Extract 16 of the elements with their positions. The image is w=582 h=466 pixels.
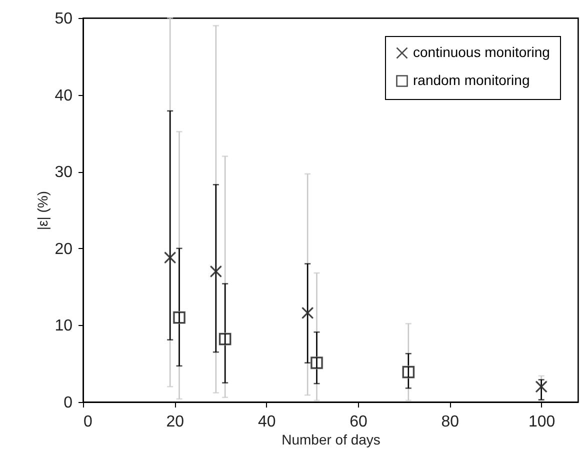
y-tick-label: 0 xyxy=(64,394,73,412)
y-tick-label: 20 xyxy=(54,240,73,258)
legend-label: continuous monitoring xyxy=(413,44,550,60)
x-tick-label: 0 xyxy=(84,414,92,430)
legend-label: random monitoring xyxy=(413,72,530,88)
x-tick-label: 40 xyxy=(258,414,276,430)
x-tick-label: 60 xyxy=(350,414,368,430)
y-tick-label: 40 xyxy=(54,87,73,104)
y-axis-title: |ε| (%) xyxy=(34,190,51,230)
y-tick-label: 10 xyxy=(54,318,73,335)
x-tick-label: 100 xyxy=(528,414,556,430)
x-tick-label: 20 xyxy=(166,414,184,430)
y-tick-label: 50 xyxy=(54,10,73,28)
y-tick-label: 30 xyxy=(54,164,73,182)
x-tick-label: 80 xyxy=(441,414,460,430)
x-axis-title: Number of days xyxy=(282,432,380,448)
